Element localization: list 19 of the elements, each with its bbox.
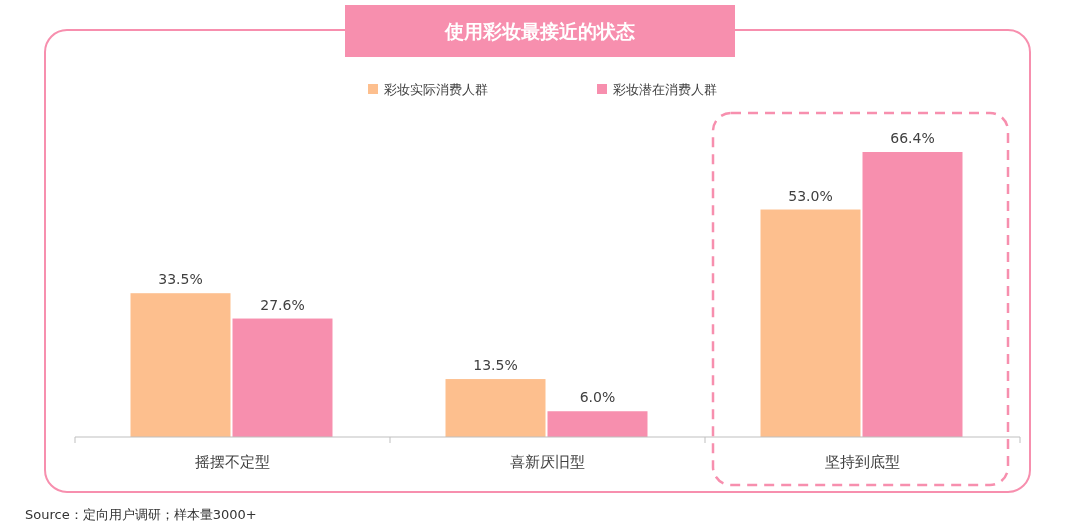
data-label: 66.4% <box>890 130 935 146</box>
bar <box>130 293 231 437</box>
bar <box>862 152 963 437</box>
bar <box>445 379 546 437</box>
x-tick-label: 摇摆不定型 <box>195 453 270 471</box>
legend-label: 彩妆实际消费人群 <box>384 82 488 97</box>
chart-title: 使用彩妆最接近的状态 <box>444 20 635 42</box>
data-label: 33.5% <box>158 271 203 288</box>
data-label: 27.6% <box>260 296 305 313</box>
source-note: Source：定向用户调研；样本量3000+ <box>25 507 257 522</box>
data-label: 6.0% <box>579 389 616 406</box>
x-tick-label: 喜新厌旧型 <box>510 453 585 471</box>
bar <box>760 209 861 437</box>
data-label: 53.0% <box>788 187 833 204</box>
bar <box>547 411 648 437</box>
x-tick-label: 坚持到底型 <box>825 453 900 471</box>
legend-label: 彩妆潜在消费人群 <box>613 82 717 97</box>
data-label: 13.5% <box>473 357 518 374</box>
bar <box>232 318 333 437</box>
